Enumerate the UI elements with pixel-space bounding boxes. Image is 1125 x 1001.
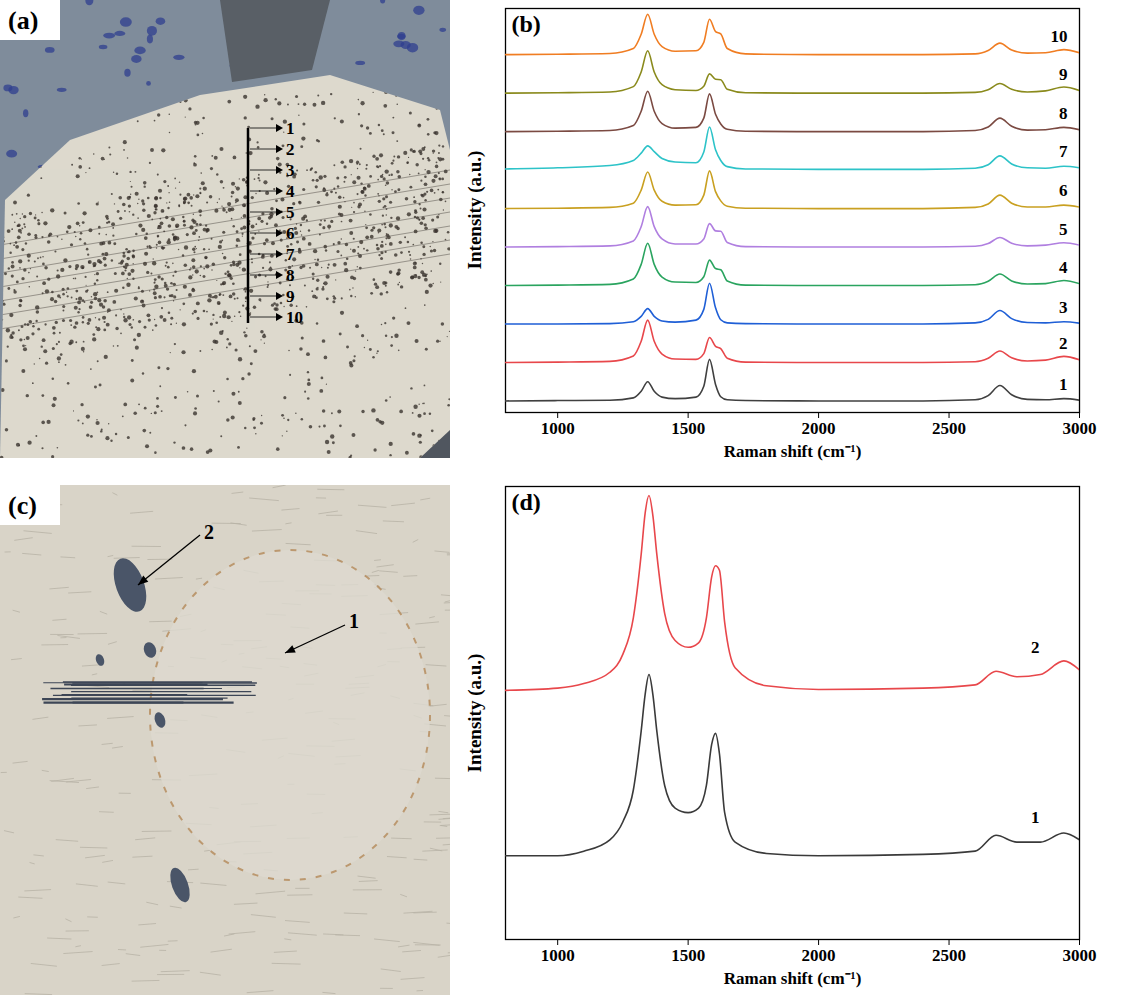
svg-text:1000: 1000 <box>541 946 575 965</box>
svg-text:1: 1 <box>286 119 295 138</box>
svg-text:10: 10 <box>1051 27 1068 46</box>
svg-text:Raman shift (cm⁻¹): Raman shift (cm⁻¹) <box>724 442 862 461</box>
svg-text:8: 8 <box>286 266 295 285</box>
svg-text:3: 3 <box>286 161 295 180</box>
svg-text:2: 2 <box>1059 334 1068 353</box>
svg-text:5: 5 <box>286 203 295 222</box>
svg-text:6: 6 <box>1059 181 1068 200</box>
svg-text:9: 9 <box>1059 65 1068 84</box>
html-text:Intensity (a.u.): Intensity (a.u.) <box>464 653 485 772</box>
svg-text:2: 2 <box>286 140 295 159</box>
svg-text:2: 2 <box>204 521 214 543</box>
svg-text:4: 4 <box>1059 258 1068 277</box>
svg-text:2000: 2000 <box>802 419 836 438</box>
svg-text:2500: 2500 <box>932 946 966 965</box>
svg-text:9: 9 <box>286 287 295 306</box>
svg-text:6: 6 <box>286 224 295 243</box>
svg-text:1: 1 <box>1031 808 1040 827</box>
svg-text:1500: 1500 <box>671 419 705 438</box>
svg-text:(d): (d) <box>512 489 541 515</box>
svg-text:8: 8 <box>1059 104 1068 123</box>
svg-text:4: 4 <box>286 182 295 201</box>
svg-text:3: 3 <box>1059 298 1068 317</box>
svg-text:(c): (c) <box>8 491 37 520</box>
svg-text:1: 1 <box>1059 375 1068 394</box>
svg-text:2500: 2500 <box>932 419 966 438</box>
svg-text:(b): (b) <box>512 11 541 37</box>
svg-text:10: 10 <box>286 308 303 327</box>
svg-text:7: 7 <box>286 245 295 264</box>
svg-text:3000: 3000 <box>1063 946 1097 965</box>
svg-text:7: 7 <box>1059 142 1068 161</box>
svg-text:2000: 2000 <box>802 946 836 965</box>
svg-text:1000: 1000 <box>541 419 575 438</box>
svg-text:3000: 3000 <box>1063 419 1097 438</box>
svg-text:2: 2 <box>1031 638 1040 657</box>
svg-text:1500: 1500 <box>671 946 705 965</box>
svg-text:(a): (a) <box>8 6 38 35</box>
svg-text:Raman shift (cm⁻¹): Raman shift (cm⁻¹) <box>724 969 862 988</box>
svg-text:1: 1 <box>349 610 359 632</box>
svg-text:5: 5 <box>1059 220 1068 239</box>
html-text:Intensity (a.u.): Intensity (a.u.) <box>464 150 485 270</box>
